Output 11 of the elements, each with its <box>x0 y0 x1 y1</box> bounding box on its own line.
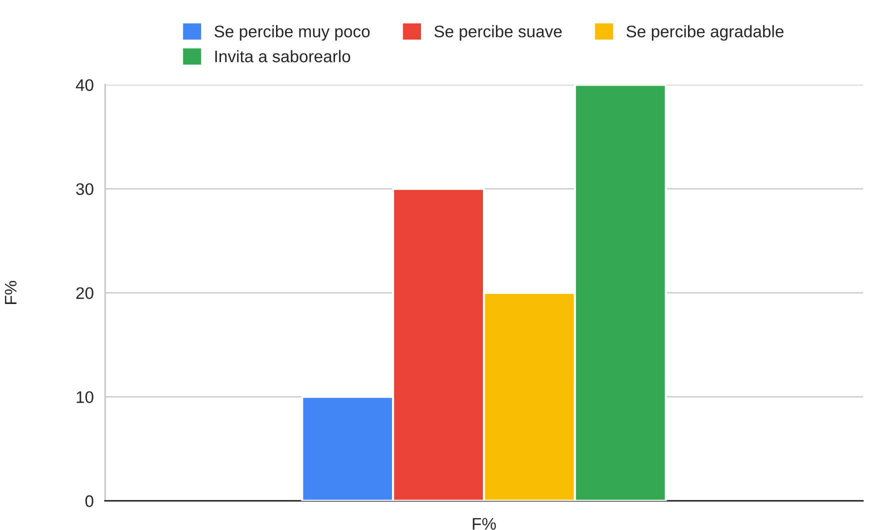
y-tick-label: 10 <box>76 391 94 404</box>
y-tick-label: 20 <box>76 287 94 300</box>
y-tick-label: 0 <box>85 495 94 508</box>
legend-label: Se percibe agradable <box>626 25 784 41</box>
legend-label: Invita a saborearlo <box>215 50 350 62</box>
x-axis-title: F% <box>472 518 496 530</box>
y-axis-title: F% <box>4 280 17 304</box>
y-tick-label: 40 <box>76 79 94 92</box>
legend-label: Se percibe suave <box>434 25 562 41</box>
y-tick-label: 30 <box>76 183 94 196</box>
legend-label: Se percibe muy poco <box>214 25 370 41</box>
